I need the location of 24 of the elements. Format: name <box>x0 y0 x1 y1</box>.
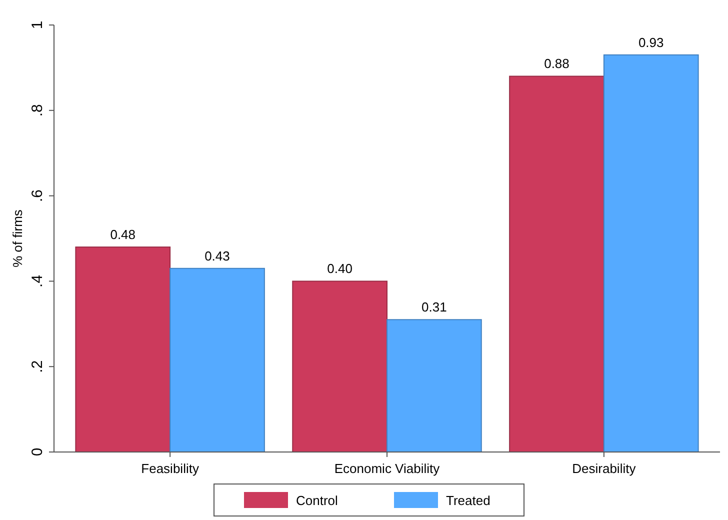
x-tick-label: Economic Viability <box>334 461 440 476</box>
x-tick-label: Desirability <box>572 461 636 476</box>
y-tick-label: .6 <box>29 190 46 202</box>
legend-label: Control <box>296 493 338 508</box>
bar <box>386 319 482 452</box>
data-label: 0.31 <box>422 300 447 315</box>
bar <box>509 76 604 452</box>
data-label: 0.48 <box>110 227 136 242</box>
y-tick-label: 1 <box>29 20 46 30</box>
data-label: 0.40 <box>327 261 352 276</box>
bar <box>603 54 699 452</box>
x-tick-label: Feasibility <box>141 461 200 476</box>
y-tick-label: 0 <box>29 448 46 456</box>
y-tick-label: .4 <box>29 274 46 288</box>
y-tick-label: .8 <box>29 104 46 117</box>
y-axis-title: % of firms <box>10 209 25 268</box>
bar <box>75 246 171 452</box>
bar <box>292 280 388 452</box>
legend-label: Treated <box>446 493 490 508</box>
bar <box>170 268 265 452</box>
y-tick-label: .2 <box>29 360 46 373</box>
data-label: 0.88 <box>544 56 570 72</box>
data-label: 0.93 <box>638 34 664 50</box>
data-label: 0.43 <box>204 248 230 264</box>
